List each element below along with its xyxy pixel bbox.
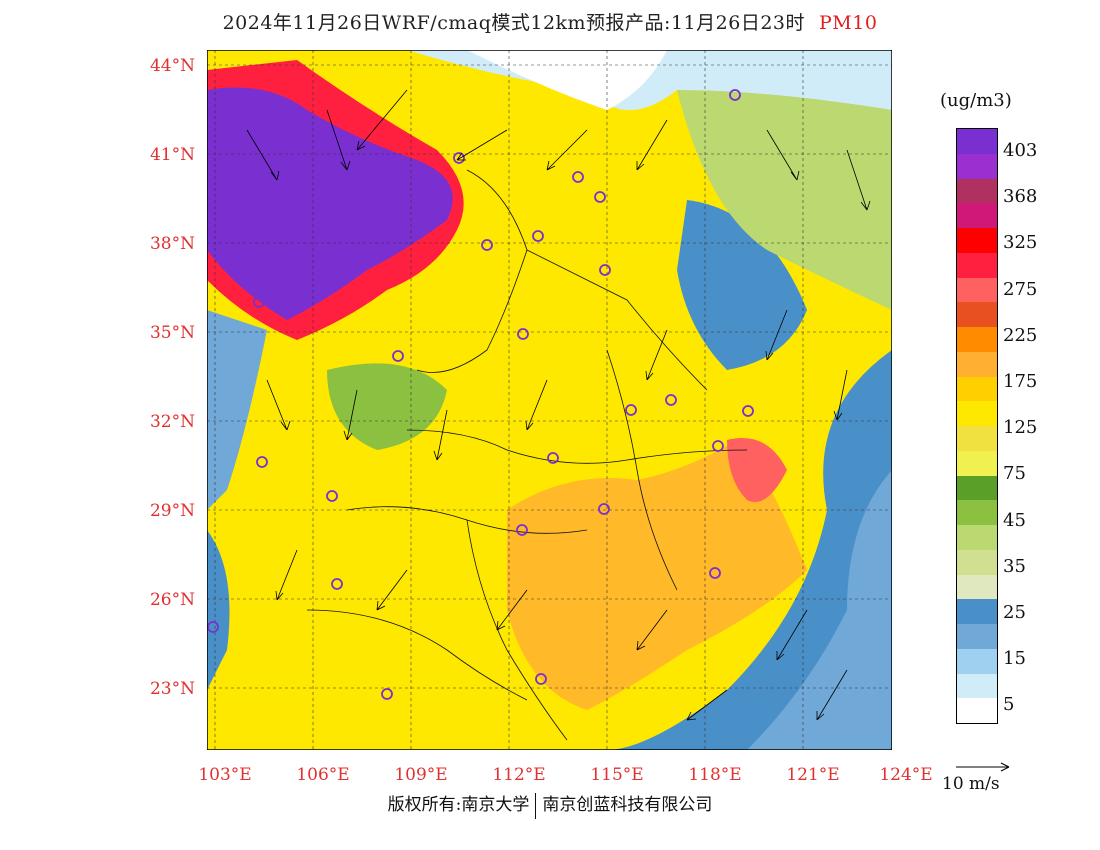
colorbar-swatch — [957, 698, 997, 723]
lat-label-26: 26°N — [149, 590, 195, 610]
copyright-separator — [535, 792, 537, 819]
lat-label-44: 44°N — [149, 56, 195, 76]
lat-label-41: 41°N — [149, 145, 195, 165]
lon-label-121: 121°E — [786, 765, 840, 785]
colorbar-label: 275 — [1003, 278, 1038, 300]
sw-blue — [207, 530, 230, 690]
province-borders — [306, 169, 748, 741]
lon-label-106: 106°E — [296, 765, 350, 785]
orange-region-south — [507, 440, 807, 710]
colorbar-swatch — [957, 574, 997, 600]
colorbar-swatch — [957, 599, 997, 624]
lon-grid — [214, 50, 804, 750]
colorbar-swatch — [957, 153, 997, 179]
wind-arrows — [246, 89, 871, 721]
lat-label-38: 38°N — [149, 234, 195, 254]
lon-label-124: 124°E — [879, 765, 933, 785]
colorbar-swatch — [957, 327, 997, 352]
west-blue — [207, 310, 267, 510]
colorbar-swatch — [957, 648, 997, 674]
colorbar-swatch — [957, 500, 997, 525]
colorbar-swatch — [957, 426, 997, 451]
city-markers — [207, 89, 754, 700]
colorbar-label: 15 — [1003, 648, 1026, 670]
copyright-right: 南京创蓝科技有限公司 — [542, 795, 713, 815]
colorbar-swatch — [957, 277, 997, 303]
colorbar-units: (ug/m3) — [940, 90, 1012, 111]
colorbar-swatch — [957, 549, 997, 575]
title-text: 2024年11月26日WRF/cmaq模式12km预报产品:11月26日23时 — [222, 12, 805, 34]
copyright-left: 版权所有:南京大学 — [387, 795, 530, 815]
wind-reference-arrow — [956, 762, 1010, 772]
colorbar-swatch — [957, 178, 997, 204]
lon-label-118: 118°E — [688, 765, 742, 785]
pm10-map — [207, 50, 892, 750]
copyright: 版权所有:南京大学 南京创蓝科技有限公司 — [0, 790, 1100, 819]
colorbar-swatch — [957, 252, 997, 278]
lon-label-112: 112°E — [492, 765, 546, 785]
colorbar-label: 225 — [1003, 324, 1038, 346]
colorbar-label: 325 — [1003, 232, 1038, 254]
wind-reference: 10 m/s — [942, 760, 1014, 794]
colorbar-label: 368 — [1003, 186, 1038, 208]
lon-label-103: 103°E — [198, 765, 252, 785]
colorbar-swatch — [957, 401, 997, 426]
colorbar-label: 175 — [1003, 371, 1038, 392]
lon-label-109: 109°E — [394, 765, 448, 785]
map-title: 2024年11月26日WRF/cmaq模式12km预报产品:11月26日23时 P… — [0, 8, 1100, 35]
wind-reference-label: 10 m/s — [942, 774, 1000, 794]
dust-plume-purple — [207, 87, 453, 320]
colorbar-swatch — [957, 302, 997, 327]
north-east-green — [677, 90, 892, 310]
lat-label-29: 29°N — [149, 501, 195, 521]
colorbar-label: 35 — [1003, 555, 1026, 577]
colorbar-swatch — [957, 673, 997, 699]
red-region-coast — [727, 438, 787, 502]
central-green — [327, 363, 447, 450]
colorbar-label: 75 — [1003, 463, 1026, 485]
colorbar-label: 5 — [1003, 694, 1015, 716]
colorbar-swatch — [957, 129, 997, 154]
yellow-sea — [677, 200, 807, 370]
colorbar — [956, 128, 998, 724]
colorbar-swatch — [957, 351, 997, 377]
sea-east — [607, 350, 892, 750]
colorbar-swatch — [957, 450, 997, 476]
lon-label-115: 115°E — [590, 765, 644, 785]
colorbar-swatch — [957, 376, 997, 402]
sea-east-light — [747, 470, 892, 750]
colorbar-swatch — [957, 475, 997, 501]
colorbar-label: 25 — [1003, 602, 1026, 623]
pollutant-label: PM10 — [819, 12, 878, 34]
colorbar-label: 403 — [1003, 140, 1038, 161]
colorbar-swatch — [957, 203, 997, 228]
lat-label-32: 32°N — [149, 412, 195, 432]
colorbar-swatch — [957, 525, 997, 550]
colorbar-label: 125 — [1003, 417, 1038, 439]
colorbar-label: 45 — [1003, 509, 1026, 531]
colorbar-swatch — [957, 624, 997, 649]
colorbar-swatch — [957, 228, 997, 253]
lat-label-23: 23°N — [149, 679, 195, 699]
lat-label-35: 35°N — [149, 323, 195, 343]
